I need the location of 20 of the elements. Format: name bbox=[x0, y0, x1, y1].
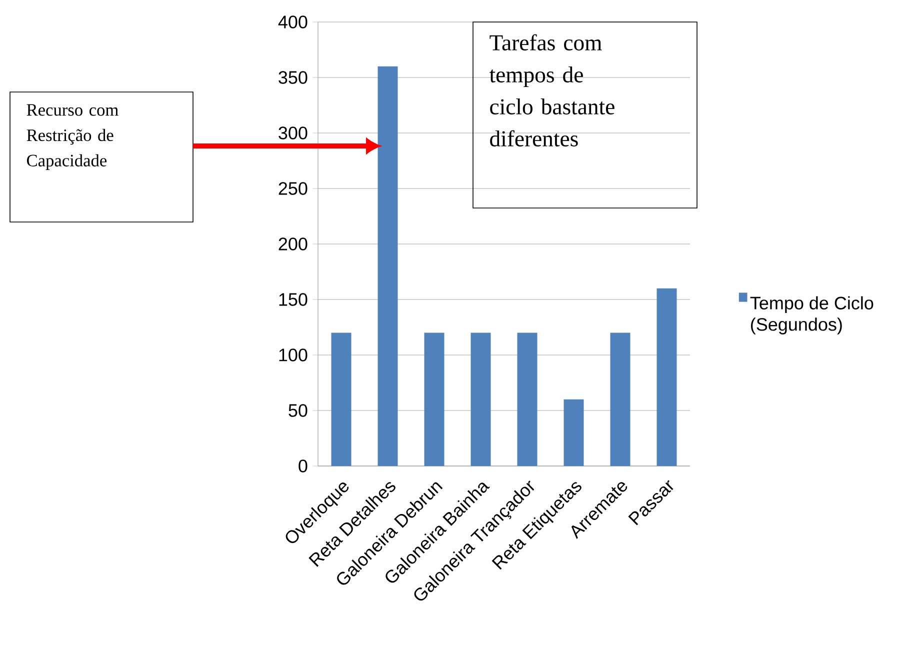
bar bbox=[564, 399, 584, 466]
text: Recurso com Restrição de Capacidade bbox=[26, 104, 118, 170]
bar bbox=[331, 332, 352, 466]
bar bbox=[610, 332, 630, 466]
bar bbox=[517, 332, 538, 466]
annotation: Tarefas com tempos de ciclo bastante diferentes bbox=[490, 34, 614, 146]
y-tick-label: 250 bbox=[278, 182, 308, 195]
y-tick-label: 300 bbox=[278, 126, 308, 140]
bar bbox=[470, 332, 491, 466]
y-tick-label: 350 bbox=[278, 71, 308, 84]
legend-label: Tempo de Ciclo (Segundos) bbox=[750, 296, 874, 334]
y-tick-label: 150 bbox=[279, 293, 308, 306]
y-tick-label: 400 bbox=[278, 16, 308, 28]
y-tick-label: 100 bbox=[279, 348, 308, 362]
bar bbox=[378, 66, 398, 466]
bar bbox=[424, 332, 444, 466]
y-tick-label: 0 bbox=[298, 460, 308, 472]
bar bbox=[656, 288, 677, 466]
y-tick-label: 200 bbox=[278, 238, 308, 250]
y-tick-label: 50 bbox=[288, 404, 308, 417]
